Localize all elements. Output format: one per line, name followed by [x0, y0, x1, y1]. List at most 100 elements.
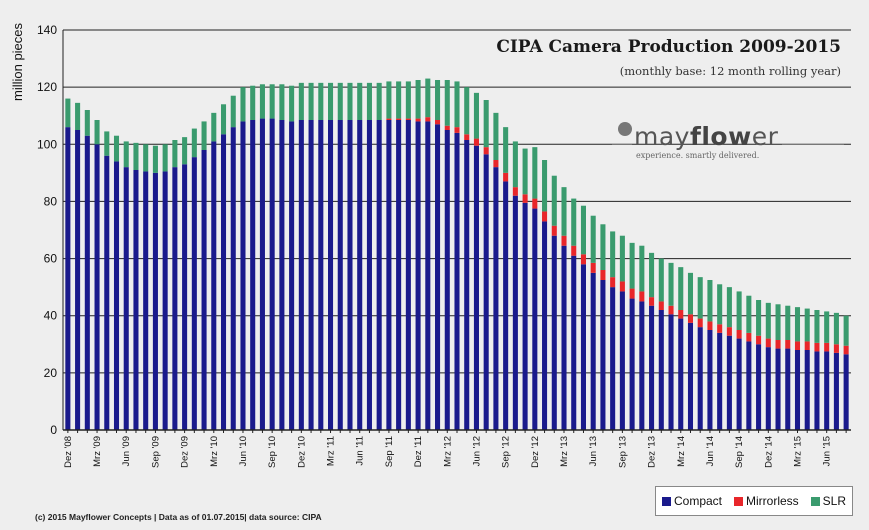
bar-mirrorless-60 — [649, 297, 655, 306]
logo-mark-icon — [618, 122, 632, 136]
bar-slr-44 — [493, 112, 499, 160]
bar-mirrorless-58 — [629, 288, 635, 299]
bar-slr-13 — [191, 128, 197, 158]
bar-slr-31 — [366, 82, 372, 120]
bar-slr-73 — [775, 304, 781, 340]
bar-compact-63 — [678, 318, 684, 430]
bar-slr-0 — [65, 98, 71, 128]
bar-slr-3 — [94, 120, 100, 145]
bar-compact-46 — [512, 195, 518, 430]
bar-slr-26 — [318, 82, 324, 120]
bar-slr-55 — [600, 224, 606, 270]
legend-swatch-compact — [661, 496, 671, 506]
bar-mirrorless-41 — [464, 134, 470, 140]
bar-compact-30 — [357, 120, 363, 430]
bar-mirrorless-43 — [483, 147, 489, 155]
bar-slr-50 — [551, 175, 557, 226]
bar-slr-11 — [172, 140, 178, 168]
bar-compact-36 — [415, 121, 421, 430]
bar-compact-67 — [717, 332, 723, 430]
bar-mirrorless-38 — [435, 120, 441, 125]
bar-mirrorless-79 — [833, 344, 839, 353]
bar-mirrorless-65 — [697, 318, 703, 328]
bar-slr-51 — [561, 187, 567, 236]
bar-slr-10 — [162, 144, 168, 172]
bar-slr-4 — [104, 131, 110, 156]
bar-compact-10 — [162, 171, 168, 430]
bar-slr-12 — [182, 137, 188, 165]
bar-slr-62 — [668, 262, 674, 306]
bar-compact-1 — [75, 130, 81, 430]
x-tick-label: Dez '13 — [647, 436, 658, 468]
bar-slr-34 — [396, 81, 402, 119]
bar-mirrorless-56 — [610, 277, 616, 288]
x-tick-label: Jun '12 — [471, 436, 482, 466]
footer-source: (c) 2015 Mayflower Concepts | Data as of… — [35, 512, 322, 522]
bar-slr-75 — [794, 307, 801, 342]
bar-slr-61 — [658, 258, 664, 302]
bar-mirrorless-59 — [639, 291, 645, 302]
x-tick-label: Dez '12 — [530, 436, 541, 468]
bar-slr-53 — [580, 205, 586, 255]
bar-slr-36 — [415, 80, 421, 119]
y-tick-label: 120 — [37, 80, 57, 94]
bar-slr-15 — [211, 112, 217, 142]
bar-slr-6 — [123, 141, 129, 168]
x-tick-label: Mrz '13 — [559, 436, 570, 467]
bar-compact-24 — [298, 120, 304, 430]
bar-slr-19 — [250, 85, 256, 120]
mayflower-logo: mayflower experience. smartly delivered. — [612, 118, 852, 168]
bar-mirrorless-69 — [736, 330, 742, 339]
y-tick-label: 80 — [44, 194, 58, 208]
x-tick-label: Mrz '15 — [792, 436, 803, 467]
bar-mirrorless-40 — [454, 127, 460, 133]
bar-slr-65 — [697, 277, 703, 319]
bar-mirrorless-70 — [746, 332, 752, 342]
x-tick-label: Jun '10 — [238, 436, 249, 466]
bar-compact-2 — [84, 135, 90, 430]
logo-tagline: experience. smartly delivered. — [636, 151, 760, 160]
bar-compact-59 — [639, 301, 645, 430]
bar-compact-71 — [756, 344, 762, 430]
bar-slr-38 — [435, 80, 441, 120]
bar-slr-33 — [386, 81, 392, 119]
bar-slr-1 — [75, 102, 81, 130]
x-tick-label: Sep '13 — [617, 436, 628, 468]
bar-slr-70 — [746, 295, 752, 333]
bar-slr-57 — [619, 235, 625, 282]
bar-mirrorless-67 — [717, 324, 723, 333]
bar-compact-14 — [201, 150, 207, 430]
bar-compact-29 — [347, 120, 353, 430]
bar-compact-54 — [590, 272, 596, 430]
legend-swatch-slr — [810, 496, 820, 506]
x-tick-label: Sep '09 — [150, 436, 161, 468]
bar-slr-77 — [814, 310, 820, 343]
bar-slr-23 — [289, 85, 295, 122]
bars — [65, 78, 849, 431]
legend-item-mirrorless: Mirrorless — [734, 494, 799, 508]
bar-slr-72 — [765, 302, 771, 339]
y-tick-label: 60 — [44, 252, 58, 266]
bar-compact-13 — [191, 157, 197, 430]
bar-compact-4 — [104, 155, 110, 430]
legend: Compact Mirrorless SLR — [655, 486, 853, 516]
bar-mirrorless-61 — [658, 301, 664, 310]
bar-slr-8 — [143, 144, 149, 172]
x-tick-label: Dez '11 — [413, 436, 424, 467]
logo-text-bold: flow — [689, 122, 752, 151]
bar-compact-7 — [133, 170, 139, 430]
x-tick-label: Mrz '12 — [442, 436, 453, 467]
bar-compact-45 — [503, 181, 509, 430]
bar-compact-0 — [65, 127, 71, 431]
y-tick-label: 20 — [44, 366, 58, 380]
bar-slr-14 — [201, 121, 207, 150]
bar-mirrorless-77 — [814, 342, 820, 352]
bar-slr-30 — [357, 82, 363, 120]
bar-compact-66 — [707, 330, 713, 430]
x-tick-label: Sep '10 — [267, 436, 278, 468]
bar-compact-50 — [551, 235, 557, 430]
bar-compact-20 — [259, 118, 265, 431]
bar-compact-8 — [143, 171, 149, 430]
bar-slr-42 — [473, 92, 479, 139]
bar-compact-73 — [775, 348, 781, 430]
